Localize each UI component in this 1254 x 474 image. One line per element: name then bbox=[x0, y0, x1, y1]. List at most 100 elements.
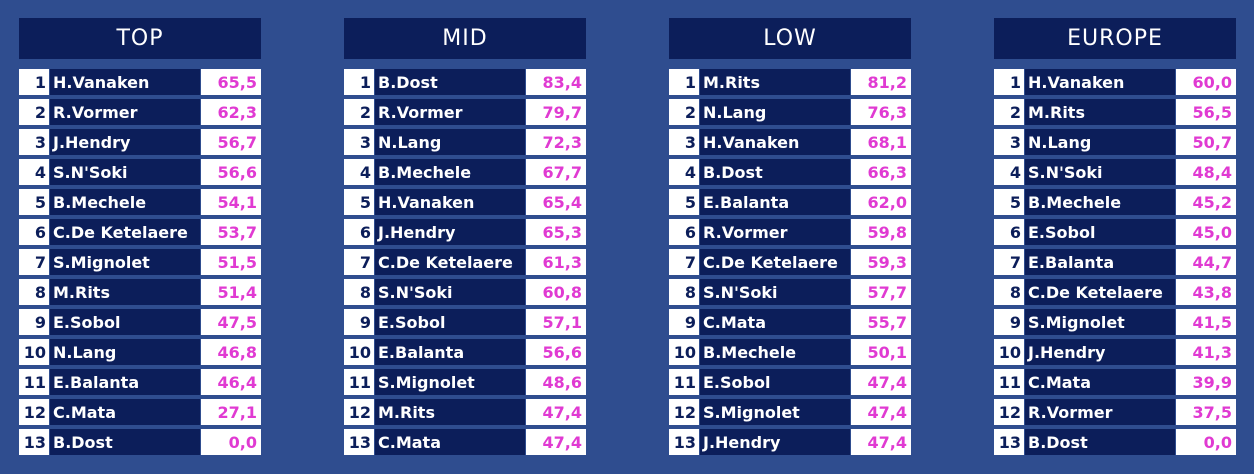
player-name: S.N'Soki bbox=[375, 279, 525, 305]
player-name: H.Vanaken bbox=[375, 189, 525, 215]
player-score: 62,3 bbox=[201, 99, 261, 125]
player-score: 47,4 bbox=[851, 399, 911, 425]
player-name: S.Mignolet bbox=[50, 249, 200, 275]
player-name: S.Mignolet bbox=[700, 399, 850, 425]
ranking-panel-mid: MID 1 B.Dost 83,4 2 R.Vormer 79,7 3 N.Lang 72,3 4 B… bbox=[344, 18, 586, 459]
player-name: S.N'Soki bbox=[50, 159, 200, 185]
ranking-row: 9 E.Sobol 47,5 bbox=[19, 309, 261, 339]
player-score: 44,7 bbox=[1176, 249, 1236, 275]
ranking-row: 7 E.Balanta 44,7 bbox=[994, 249, 1236, 279]
player-score: 67,7 bbox=[526, 159, 586, 185]
player-name: E.Balanta bbox=[1025, 249, 1175, 275]
panel-title: EUROPE bbox=[994, 18, 1236, 59]
rank-number: 10 bbox=[19, 339, 49, 365]
rank-number: 1 bbox=[669, 69, 699, 95]
rank-number: 12 bbox=[994, 399, 1024, 425]
rank-number: 2 bbox=[19, 99, 49, 125]
player-name: J.Hendry bbox=[50, 129, 200, 155]
ranking-row: 9 C.Mata 55,7 bbox=[669, 309, 911, 339]
rank-number: 3 bbox=[344, 129, 374, 155]
ranking-row: 11 E.Sobol 47,4 bbox=[669, 369, 911, 399]
rank-number: 6 bbox=[19, 219, 49, 245]
player-score: 41,3 bbox=[1176, 339, 1236, 365]
rank-number: 6 bbox=[994, 219, 1024, 245]
rank-number: 8 bbox=[669, 279, 699, 305]
player-score: 51,5 bbox=[201, 249, 261, 275]
ranking-row: 10 E.Balanta 56,6 bbox=[344, 339, 586, 369]
player-score: 60,8 bbox=[526, 279, 586, 305]
player-name: C.De Ketelaere bbox=[1025, 279, 1175, 305]
player-score: 45,0 bbox=[1176, 219, 1236, 245]
player-name: H.Vanaken bbox=[700, 129, 850, 155]
ranking-row: 12 M.Rits 47,4 bbox=[344, 399, 586, 429]
ranking-row: 8 C.De Ketelaere 43,8 bbox=[994, 279, 1236, 309]
rank-number: 2 bbox=[344, 99, 374, 125]
ranking-row: 13 B.Dost 0,0 bbox=[19, 429, 261, 459]
panel-title: TOP bbox=[19, 18, 261, 59]
rank-number: 6 bbox=[669, 219, 699, 245]
player-score: 56,7 bbox=[201, 129, 261, 155]
ranking-row: 6 C.De Ketelaere 53,7 bbox=[19, 219, 261, 249]
player-score: 66,3 bbox=[851, 159, 911, 185]
player-name: E.Sobol bbox=[1025, 219, 1175, 245]
rank-number: 3 bbox=[669, 129, 699, 155]
rank-number: 9 bbox=[344, 309, 374, 335]
player-name: E.Sobol bbox=[375, 309, 525, 335]
player-name: B.Mechele bbox=[50, 189, 200, 215]
player-name: B.Dost bbox=[700, 159, 850, 185]
ranking-row: 4 B.Dost 66,3 bbox=[669, 159, 911, 189]
player-score: 65,5 bbox=[201, 69, 261, 95]
player-name: E.Balanta bbox=[50, 369, 200, 395]
player-score: 54,1 bbox=[201, 189, 261, 215]
rank-number: 5 bbox=[344, 189, 374, 215]
player-score: 56,6 bbox=[201, 159, 261, 185]
ranking-row: 1 M.Rits 81,2 bbox=[669, 69, 911, 99]
player-score: 47,4 bbox=[851, 369, 911, 395]
rank-number: 7 bbox=[344, 249, 374, 275]
player-score: 45,2 bbox=[1176, 189, 1236, 215]
ranking-row: 9 S.Mignolet 41,5 bbox=[994, 309, 1236, 339]
ranking-row: 7 C.De Ketelaere 59,3 bbox=[669, 249, 911, 279]
ranking-row: 2 R.Vormer 79,7 bbox=[344, 99, 586, 129]
rank-number: 2 bbox=[669, 99, 699, 125]
player-score: 68,1 bbox=[851, 129, 911, 155]
player-score: 53,7 bbox=[201, 219, 261, 245]
player-score: 37,5 bbox=[1176, 399, 1236, 425]
rank-number: 9 bbox=[669, 309, 699, 335]
ranking-list: 1 M.Rits 81,2 2 N.Lang 76,3 3 H.Vanaken 68,1 4 B.D… bbox=[669, 69, 911, 459]
player-score: 39,9 bbox=[1176, 369, 1236, 395]
player-name: E.Balanta bbox=[700, 189, 850, 215]
ranking-row: 4 B.Mechele 67,7 bbox=[344, 159, 586, 189]
player-score: 55,7 bbox=[851, 309, 911, 335]
ranking-row: 2 N.Lang 76,3 bbox=[669, 99, 911, 129]
player-name: B.Mechele bbox=[375, 159, 525, 185]
player-name: E.Balanta bbox=[375, 339, 525, 365]
ranking-panel-top: TOP 1 H.Vanaken 65,5 2 R.Vormer 62,3 3 J.Hendry 5… bbox=[19, 18, 261, 459]
rank-number: 8 bbox=[344, 279, 374, 305]
player-name: B.Dost bbox=[50, 429, 200, 455]
player-name: N.Lang bbox=[1025, 129, 1175, 155]
rank-number: 13 bbox=[19, 429, 49, 455]
rank-number: 13 bbox=[344, 429, 374, 455]
rank-number: 9 bbox=[994, 309, 1024, 335]
player-score: 72,3 bbox=[526, 129, 586, 155]
player-score: 47,4 bbox=[526, 429, 586, 455]
player-score: 47,4 bbox=[526, 399, 586, 425]
player-score: 76,3 bbox=[851, 99, 911, 125]
player-score: 65,3 bbox=[526, 219, 586, 245]
player-name: E.Sobol bbox=[50, 309, 200, 335]
rank-number: 10 bbox=[669, 339, 699, 365]
ranking-row: 12 C.Mata 27,1 bbox=[19, 399, 261, 429]
rank-number: 11 bbox=[19, 369, 49, 395]
ranking-row: 3 N.Lang 50,7 bbox=[994, 129, 1236, 159]
rank-number: 7 bbox=[19, 249, 49, 275]
player-score: 56,6 bbox=[526, 339, 586, 365]
player-score: 47,4 bbox=[851, 429, 911, 455]
rank-number: 1 bbox=[994, 69, 1024, 95]
ranking-row: 8 M.Rits 51,4 bbox=[19, 279, 261, 309]
rank-number: 7 bbox=[994, 249, 1024, 275]
ranking-panel-low: LOW 1 M.Rits 81,2 2 N.Lang 76,3 3 H.Vanaken 68,1 4… bbox=[669, 18, 911, 459]
player-name: S.Mignolet bbox=[1025, 309, 1175, 335]
player-name: R.Vormer bbox=[375, 99, 525, 125]
player-name: H.Vanaken bbox=[50, 69, 200, 95]
